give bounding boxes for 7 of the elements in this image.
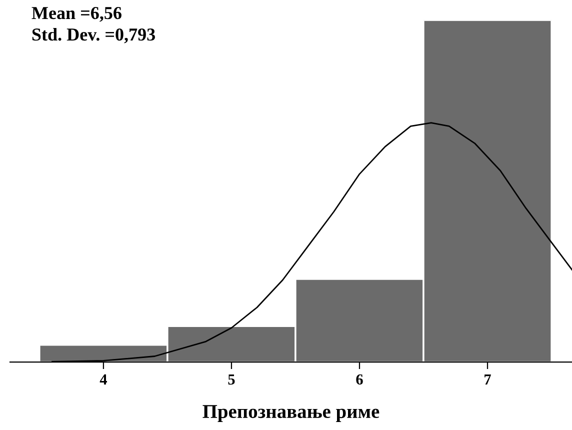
x-tick-label: 7 (484, 374, 491, 384)
x-tick-label: 5 (228, 374, 235, 385)
x-tick-label: 4 (100, 374, 107, 384)
x-axis-title: Препознавање риме (202, 405, 380, 422)
x-tick-label: 6 (356, 374, 363, 385)
annotation: Mean =6,56 (32, 7, 122, 22)
annotation: Std. Dev. =0,793 (32, 28, 155, 44)
